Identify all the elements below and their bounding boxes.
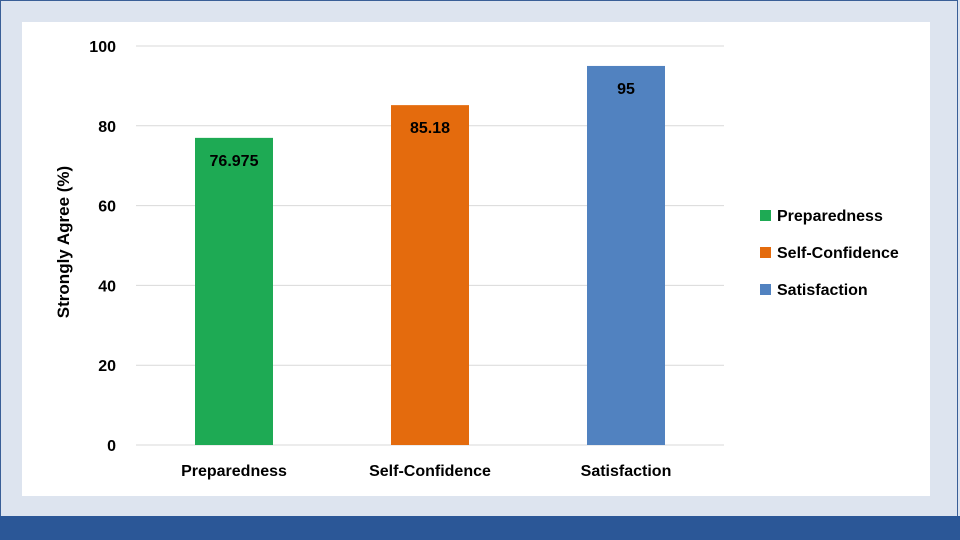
bar-satisfaction: [587, 65, 665, 445]
chart-panel: 0 20 40 60 80 100 76.975 85.18 95 Preparedness S…: [22, 22, 930, 496]
y-tick-label: 80: [98, 119, 116, 136]
y-tick-label: 60: [98, 199, 116, 216]
x-tick-label: Satisfaction: [581, 463, 672, 480]
data-label: 95: [617, 81, 635, 98]
y-axis-label: Strongly Agree (%): [54, 166, 73, 318]
y-tick-label: 40: [98, 278, 116, 295]
data-label: 85.18: [410, 120, 450, 137]
x-tick-label: Self-Confidence: [369, 463, 491, 480]
legend-swatch: [760, 210, 771, 221]
legend-entry: Preparedness: [777, 208, 883, 225]
bars: [195, 65, 665, 445]
data-label: 76.975: [210, 153, 259, 170]
y-tick-label: 20: [98, 358, 116, 375]
legend: Preparedness Self-Confidence Satisfaction: [760, 208, 899, 299]
data-labels: 76.975 85.18 95: [210, 81, 635, 170]
bar-chart: 0 20 40 60 80 100 76.975 85.18 95 Preparedness S…: [54, 39, 899, 480]
legend-entry: Satisfaction: [777, 282, 868, 299]
y-axis-ticks: 0 20 40 60 80 100: [89, 39, 116, 455]
legend-swatch: [760, 247, 771, 258]
y-tick-label: 0: [107, 438, 116, 455]
x-axis-ticks: Preparedness Self-Confidence Satisfaction: [181, 463, 671, 480]
y-tick-label: 100: [89, 39, 116, 56]
legend-swatch: [760, 284, 771, 295]
bar-preparedness: [195, 137, 273, 445]
footer-band: [0, 516, 960, 540]
legend-entry: Self-Confidence: [777, 245, 899, 262]
x-tick-label: Preparedness: [181, 463, 287, 480]
bar-self-confidence: [391, 105, 469, 445]
